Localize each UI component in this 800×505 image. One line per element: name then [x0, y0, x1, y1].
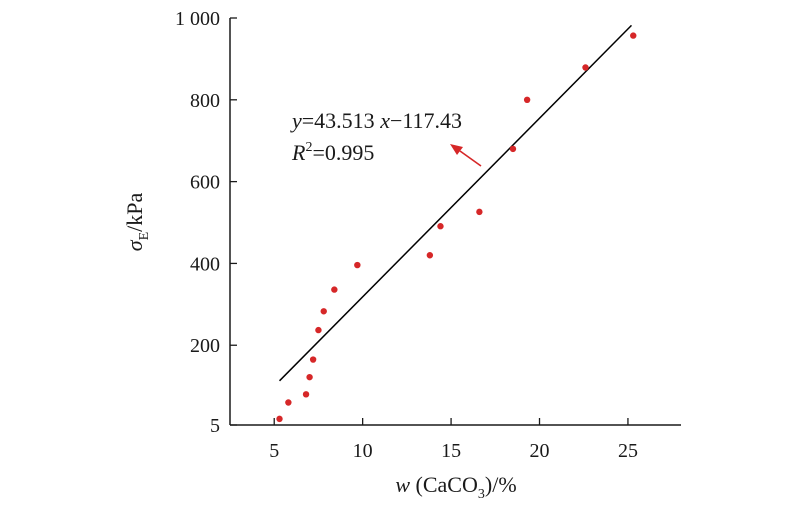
data-point: [309, 356, 317, 363]
r-squared-label: R2=0.995: [291, 140, 374, 165]
x-tick-label: 10: [353, 440, 373, 462]
data-point: [285, 399, 292, 406]
regression-equation: y=43.513 x−117.43: [290, 108, 462, 133]
equation-x-symbol: x: [379, 108, 390, 133]
data-point: [354, 261, 361, 269]
x-axis-ticks: 5 10 15 20 25: [269, 418, 638, 462]
y-tick-label: 5: [210, 415, 220, 437]
arrow-head: [450, 144, 463, 155]
x-tick-label: 5: [269, 440, 279, 462]
y-tick-label: 800: [190, 90, 220, 112]
y-axis-title: σE/kPa: [122, 193, 152, 252]
equation-slope: =43.513: [302, 108, 380, 133]
data-point: [476, 208, 483, 216]
data-point: [331, 286, 338, 293]
x-tick-label: 15: [441, 440, 461, 462]
data-point: [306, 373, 313, 381]
data-point: [582, 64, 589, 71]
r-squared-value: =0.995: [312, 140, 374, 165]
data-point: [276, 415, 283, 423]
y-tick-label: 1 000: [175, 8, 220, 30]
data-points: [276, 32, 637, 423]
y-tick-label: 400: [190, 253, 220, 275]
data-point: [315, 326, 322, 334]
data-point: [523, 96, 531, 104]
x-tick-label: 25: [618, 440, 638, 462]
axes: [229, 18, 681, 426]
data-point: [320, 308, 327, 315]
x-tick-label: 20: [530, 440, 550, 462]
equation-y-symbol: y: [290, 108, 302, 133]
annotation-arrow: [450, 144, 482, 167]
regression-line: [278, 24, 633, 382]
data-point: [437, 223, 444, 230]
y-tick-label: 600: [190, 172, 220, 194]
data-point: [509, 145, 517, 153]
data-point: [426, 252, 434, 259]
x-axis-title: w (CaCO3)/%: [395, 472, 516, 502]
y-tick-label: 200: [190, 335, 220, 357]
data-point: [302, 391, 310, 398]
r-superscript: 2: [305, 140, 312, 155]
y-axis-ticks: 5 200 400 600 800 1 000: [175, 8, 237, 437]
arrow-shaft: [459, 150, 482, 167]
r-symbol: R: [291, 140, 306, 165]
data-point: [630, 32, 637, 39]
equation-intercept: −117.43: [390, 108, 462, 133]
regression-line-group: [278, 24, 633, 382]
